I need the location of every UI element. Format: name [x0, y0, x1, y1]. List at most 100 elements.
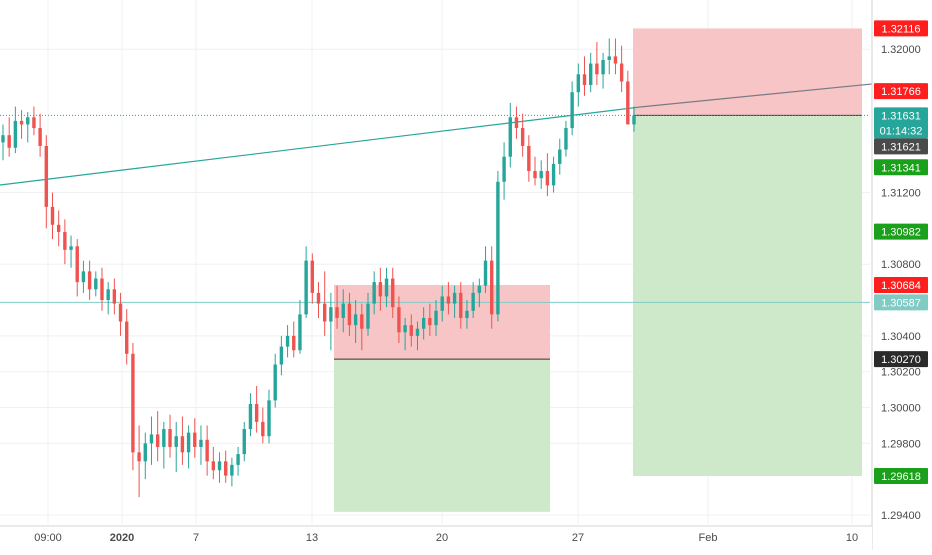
candle-body	[421, 317, 426, 329]
candle-body	[335, 307, 339, 318]
candle-body	[279, 346, 284, 365]
price-label: 1.30684	[874, 276, 928, 293]
price-label: 1.32116	[874, 20, 928, 37]
candle-body	[273, 364, 277, 401]
y-tick-label: 1.30400	[881, 331, 921, 343]
candle-body	[81, 271, 86, 283]
candle-body	[162, 429, 166, 447]
candle-body	[180, 436, 185, 453]
candle-body	[329, 307, 333, 322]
candle-body	[391, 278, 395, 308]
candle-body	[248, 403, 253, 430]
price-label-text: 1.31621	[881, 141, 921, 153]
y-tick-label: 1.32000	[881, 44, 921, 56]
time-axis-bg[interactable]	[0, 526, 872, 550]
candle-body	[13, 120, 18, 148]
candle-body	[576, 74, 581, 93]
price-label: 1.30982	[874, 223, 928, 240]
price-axis-bg[interactable]	[872, 0, 932, 550]
candle-body	[483, 260, 488, 286]
candle-body	[520, 128, 525, 146]
candle-body	[502, 156, 506, 182]
x-ticks: 09:00 2020 7 13 20 27 Feb 10	[34, 532, 858, 544]
candle-body	[558, 149, 562, 164]
price-label: 01:14:32	[874, 122, 928, 139]
price-label-bg	[874, 122, 928, 139]
price-label: 1.31766	[874, 83, 928, 100]
candle-body	[316, 292, 321, 304]
candle-body	[267, 400, 271, 437]
price-label: 1.30270	[874, 351, 928, 368]
x-tick-label: 7	[193, 532, 199, 544]
candle-body	[545, 171, 550, 186]
candle-body	[50, 206, 55, 225]
candle-body	[360, 314, 364, 329]
price-label-text: 1.30982	[881, 227, 921, 239]
candle-body	[242, 429, 246, 455]
candle-body	[292, 335, 296, 351]
candle-body	[63, 231, 67, 250]
price-label-bg	[874, 351, 928, 368]
candle-body	[613, 56, 618, 64]
trendline[interactable]	[0, 106, 641, 186]
candle-body	[434, 310, 438, 326]
price-label-bg	[874, 294, 928, 311]
candle-body	[619, 63, 624, 82]
candle-body	[465, 310, 469, 318]
x-tick-label: 09:00	[34, 532, 62, 544]
candle-body	[56, 224, 61, 232]
candle-body	[403, 325, 407, 333]
position-zones	[334, 28, 862, 512]
candle-body	[601, 59, 605, 75]
candle-body	[372, 282, 376, 304]
candle-body	[415, 328, 420, 336]
candle-body	[514, 117, 519, 129]
candle-body	[261, 421, 265, 437]
candle-body	[440, 296, 444, 311]
y-tick-label: 1.29400	[881, 510, 921, 522]
price-label-bg	[874, 467, 928, 484]
candle-body	[236, 454, 240, 465]
y-tick-label: 1.30000	[881, 403, 921, 415]
candle-body	[298, 314, 302, 351]
price-label-text: 1.31766	[881, 86, 921, 98]
price-label-text: 1.32116	[882, 23, 921, 35]
candle-body	[570, 92, 574, 129]
candle-body	[551, 163, 556, 186]
candle-body	[186, 432, 191, 453]
candle-body	[69, 246, 73, 250]
candle-body	[94, 278, 98, 290]
target-zone-1	[334, 359, 550, 512]
candle-body	[322, 303, 327, 322]
candle-body	[366, 303, 370, 329]
x-tick-label: 27	[572, 532, 584, 544]
candle-body	[174, 436, 178, 447]
candle-body	[7, 135, 11, 148]
candle-body	[632, 115, 636, 125]
x-tick-label: 10	[846, 532, 858, 544]
price-label-bg	[874, 276, 928, 293]
candle-body	[397, 307, 401, 333]
candle-body	[285, 335, 290, 347]
candle-body	[137, 452, 141, 462]
candle-body	[143, 443, 147, 462]
candle-body	[217, 461, 222, 471]
candle-body	[341, 303, 345, 318]
candle-body	[224, 461, 228, 476]
candle-body	[508, 117, 512, 157]
candle-body	[149, 434, 154, 444]
candle-body	[477, 285, 482, 293]
candle-body	[595, 63, 599, 75]
price-label: 1.29618	[874, 467, 928, 484]
candle-body	[582, 74, 587, 86]
candle-body	[347, 303, 352, 326]
candle-body	[310, 260, 315, 293]
candle-body	[193, 432, 197, 447]
y-ticks: 1.32000 1.31200 1.30800 1.30400 1.30200 1.300…	[881, 44, 921, 522]
price-label: 1.31631	[874, 107, 928, 124]
price-label-text: 1.30684	[881, 280, 921, 292]
candle-body	[254, 403, 259, 422]
candle-body	[168, 429, 172, 447]
